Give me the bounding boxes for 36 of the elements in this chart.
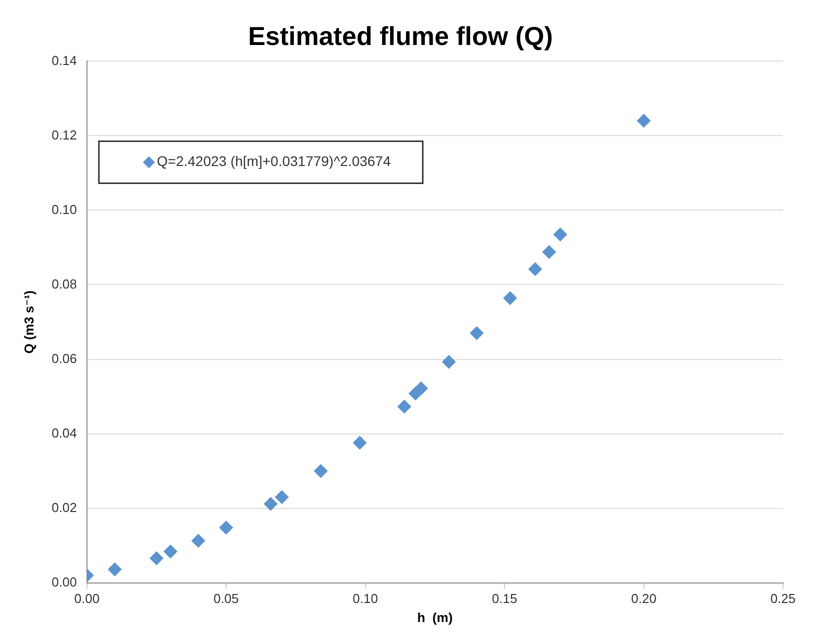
point — [470, 326, 484, 340]
point — [352, 436, 367, 450]
y-tick-label: 0.12 — [52, 127, 77, 142]
point — [163, 544, 178, 559]
x-tick-label: 0.25 — [770, 591, 796, 606]
x-tick-label: 0.10 — [352, 591, 378, 606]
point — [414, 381, 428, 396]
y-tick-label: 0.04 — [52, 425, 77, 440]
point — [191, 534, 206, 548]
legend-label: Q=2.42023 (h[m]+0.031779)^2.03674 — [156, 153, 391, 170]
y-tick-label: 0.10 — [52, 202, 77, 217]
point — [636, 114, 651, 128]
point — [219, 520, 234, 535]
point — [314, 464, 328, 478]
point — [542, 244, 556, 259]
y-axis-title: Q (m3 s⁻¹) — [21, 290, 36, 354]
x-tick-label: 0.05 — [213, 591, 239, 606]
point — [442, 354, 456, 369]
y-tick-label: 0.02 — [52, 500, 77, 515]
x-axis-title: h (m) — [417, 610, 453, 625]
point — [397, 400, 412, 414]
chart-title: Estimated flume flow (Q) — [248, 20, 553, 51]
point — [503, 291, 518, 306]
y-tick-label: 0.06 — [52, 350, 77, 366]
point — [264, 496, 278, 511]
x-tick-label: 0.00 — [74, 591, 100, 606]
point — [553, 227, 568, 242]
x-tick-label: 0.20 — [631, 591, 656, 606]
point — [150, 551, 164, 566]
point — [274, 490, 289, 504]
y-tick-label: 0.14 — [52, 52, 77, 68]
x-tick-label: 0.15 — [492, 591, 518, 606]
point — [108, 562, 122, 576]
y-tick-label: 0.00 — [52, 574, 77, 590]
y-tick-label: 0.08 — [52, 276, 77, 292]
point — [528, 262, 542, 276]
